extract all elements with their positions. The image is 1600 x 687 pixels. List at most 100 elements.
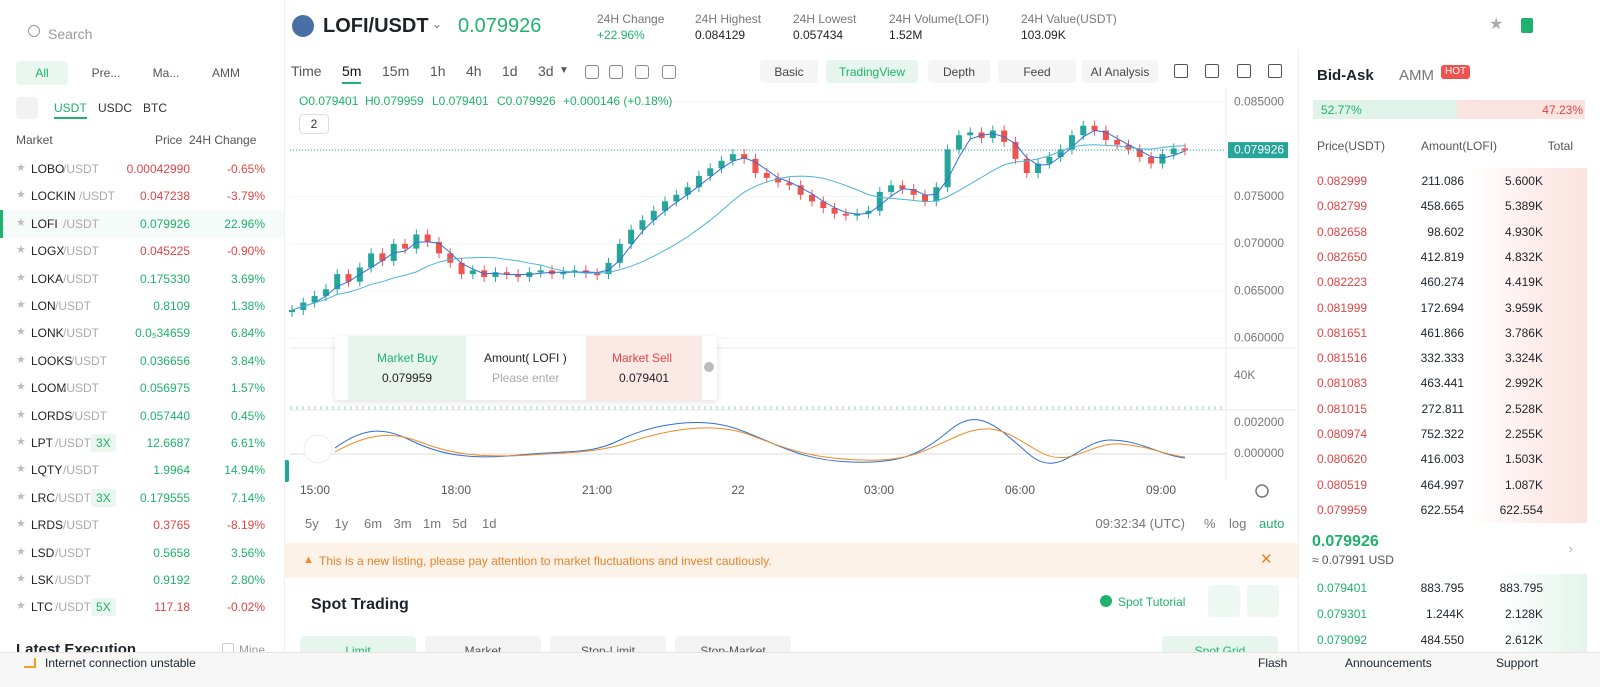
star[interactable]: ★ — [16, 216, 26, 229]
ask-price[interactable]: 0.080974 — [1317, 427, 1368, 441]
ask-price[interactable]: 0.079959 — [1317, 502, 1368, 517]
buy-panel[interactable] — [348, 336, 466, 400]
range[interactable]: 5d — [452, 516, 467, 531]
market-name[interactable]: LOOM — [31, 381, 67, 396]
status-link[interactable]: Flash — [1258, 656, 1288, 670]
market-name[interactable]: LRDS — [31, 518, 64, 533]
market-name[interactable]: LOGX — [31, 244, 65, 259]
market-tab[interactable]: Pre... — [91, 66, 121, 80]
ask-price[interactable]: 0.081651 — [1317, 325, 1368, 340]
range[interactable]: 6m — [364, 516, 383, 531]
interval[interactable]: Time — [291, 63, 322, 79]
market-name[interactable]: LSD — [31, 545, 55, 560]
range[interactable]: 3m — [393, 516, 412, 531]
ask-price[interactable]: 0.080620 — [1317, 452, 1368, 467]
scale-option[interactable]: auto — [1259, 516, 1285, 531]
market-name[interactable]: LPT — [31, 436, 54, 450]
range[interactable]: 1m — [423, 516, 442, 531]
close-quick[interactable] — [704, 362, 714, 372]
chart-control[interactable] — [1237, 64, 1251, 78]
quote-tab[interactable]: BTC — [143, 101, 167, 115]
ask-price[interactable]: 0.081015 — [1317, 401, 1368, 416]
star[interactable]: ★ — [16, 490, 26, 503]
star[interactable]: ★ — [16, 271, 26, 284]
ask-price[interactable]: 0.082999 — [1317, 174, 1368, 188]
market-name[interactable]: LORDS — [31, 408, 73, 423]
mid-arrow[interactable]: › — [1568, 541, 1573, 556]
ask-price[interactable]: 0.080519 — [1317, 477, 1368, 492]
favorite-tab[interactable] — [16, 97, 38, 119]
market-name[interactable]: LOOKS — [31, 353, 73, 368]
star[interactable]: ★ — [16, 353, 26, 366]
star[interactable]: ★ — [16, 244, 26, 257]
ask-price[interactable]: 0.082799 — [1317, 199, 1368, 214]
tool-icon[interactable] — [609, 65, 623, 79]
spot-tutorial[interactable]: Spot Tutorial — [1118, 595, 1186, 609]
bid-price[interactable]: 0.079401 — [1317, 581, 1368, 595]
star[interactable]: ★ — [16, 573, 26, 585]
interval[interactable]: 3d — [538, 63, 554, 79]
star[interactable]: ★ — [16, 381, 26, 394]
star[interactable]: ★ — [16, 299, 26, 311]
ask-price[interactable]: 0.082658 — [1317, 224, 1368, 239]
view-tab[interactable]: Basic — [760, 60, 818, 83]
ask-price[interactable]: 0.081516 — [1317, 351, 1368, 366]
star[interactable]: ★ — [16, 189, 26, 202]
market-name[interactable]: LONK — [31, 326, 64, 341]
ask-price[interactable]: 0.081083 — [1317, 376, 1368, 391]
range[interactable]: 5y — [305, 516, 319, 531]
interval[interactable]: 5m — [342, 64, 362, 84]
chart-control[interactable] — [1205, 64, 1219, 78]
market-tab[interactable]: Ma... — [152, 66, 180, 80]
chart-control[interactable] — [1174, 64, 1188, 78]
market-name[interactable]: LSK — [31, 573, 54, 587]
favorite-icon[interactable]: ★ — [1489, 16, 1504, 33]
scale-option[interactable]: % — [1204, 516, 1216, 531]
star[interactable]: ★ — [16, 408, 26, 421]
star[interactable]: ★ — [16, 545, 26, 558]
view-tab[interactable]: Feed — [998, 60, 1076, 83]
quote-tab[interactable]: USDC — [98, 101, 133, 115]
range[interactable]: 1d — [482, 516, 497, 531]
theme-button[interactable] — [1208, 585, 1240, 617]
status-link[interactable]: Announcements — [1345, 656, 1432, 670]
market-name[interactable]: LOBO — [31, 162, 65, 176]
book-tab[interactable]: Bid-Ask — [1317, 67, 1374, 84]
star[interactable]: ★ — [16, 162, 26, 174]
view-tab[interactable]: AI Analysis — [1082, 60, 1158, 83]
interval[interactable]: 15m — [382, 63, 410, 79]
interval[interactable]: 1d — [502, 63, 518, 79]
star[interactable]: ★ — [16, 518, 26, 531]
star[interactable]: ★ — [16, 463, 26, 476]
range[interactable]: 1y — [334, 516, 349, 531]
search-placeholder[interactable]: Search — [48, 26, 93, 42]
tool-icon[interactable] — [662, 65, 676, 79]
bid-price[interactable]: 0.079301 — [1317, 607, 1368, 621]
ask-price[interactable]: 0.081999 — [1317, 300, 1368, 315]
book-icon[interactable] — [1521, 18, 1533, 33]
bid-price[interactable]: 0.079092 — [1317, 633, 1368, 647]
tool-icon[interactable] — [635, 65, 649, 79]
scale-option[interactable]: log — [1229, 516, 1247, 531]
settings-button[interactable] — [1247, 585, 1279, 617]
tool-icon[interactable] — [585, 65, 599, 79]
interval[interactable]: 1h — [430, 63, 446, 79]
view-tab[interactable]: Depth — [928, 60, 990, 83]
star[interactable]: ★ — [16, 600, 26, 613]
notice-close[interactable]: ✕ — [1260, 551, 1273, 568]
chart-control[interactable] — [1268, 64, 1282, 78]
sell-panel[interactable] — [586, 336, 702, 400]
market-name[interactable]: LOKA — [31, 271, 64, 286]
ask-price[interactable]: 0.082650 — [1317, 249, 1368, 264]
pair-name[interactable]: LOFI/USDT — [323, 15, 429, 37]
market-name[interactable]: LOFI — [31, 216, 58, 231]
market-name[interactable]: LTC — [31, 600, 53, 615]
ask-price[interactable]: 0.082223 — [1317, 275, 1368, 290]
amount-input[interactable]: Please enter — [492, 371, 560, 385]
star[interactable]: ★ — [16, 436, 26, 448]
indicator-toggle[interactable]: 2 — [299, 114, 329, 134]
market-name[interactable]: LRC — [31, 490, 56, 505]
tutorial-icon[interactable] — [1100, 595, 1112, 607]
market-name[interactable]: LON — [31, 299, 56, 313]
market-name[interactable]: LOCKIN — [31, 189, 76, 204]
